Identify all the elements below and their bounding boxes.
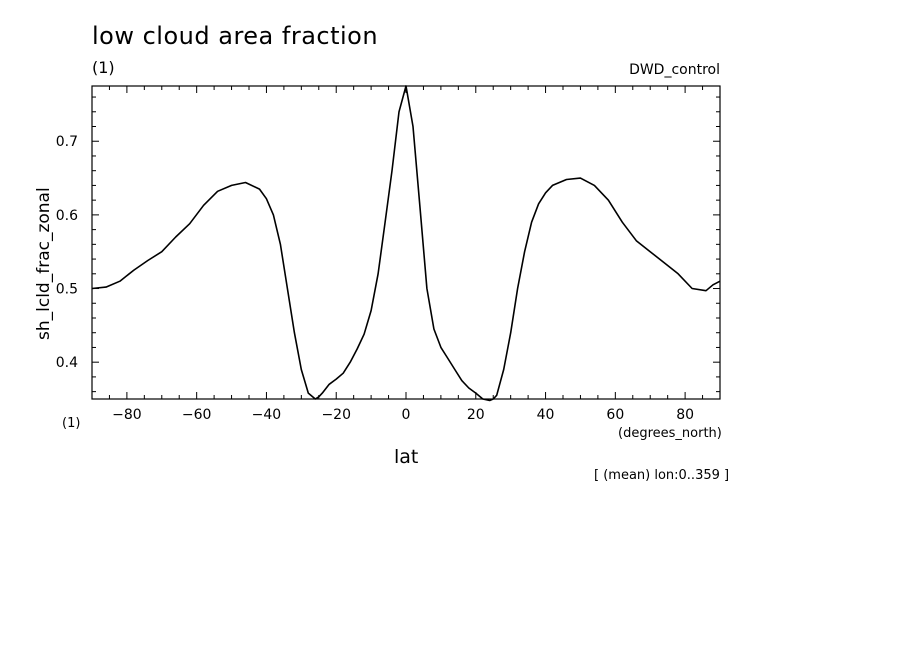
x-axis-label: lat [394, 446, 419, 468]
x-tick-label: 60 [606, 407, 624, 423]
axes [91, 85, 721, 400]
x-axis-units: (degrees_north) [618, 426, 722, 441]
dataset-label: DWD_control [629, 62, 720, 78]
series-line-0 [91, 85, 721, 402]
plot-frame [91, 85, 721, 400]
x-ticks: −80 −60 −40 −20 0 20 40 60 80 [91, 86, 721, 423]
y-tick-label: 0.7 [56, 134, 78, 150]
mean-note: [ (mean) lon:0..359 ] [594, 468, 730, 483]
x-tick-label: 20 [467, 407, 485, 423]
y-tick-label: 0.5 [56, 282, 78, 298]
units-label-top: (1) [92, 58, 115, 77]
y-ticks: 0.4 0.5 0.6 0.7 [56, 96, 720, 393]
series-lines [91, 85, 721, 402]
x-tick-label: 0 [402, 407, 411, 423]
y-tick-label: 0.6 [56, 208, 78, 224]
x-tick-label: −20 [321, 407, 351, 423]
x-tick-label: −80 [112, 407, 142, 423]
y-axis-label: sh_lcld_frac_zonal [34, 187, 54, 340]
units-label-bottom: (1) [62, 416, 81, 431]
x-tick-label: −40 [252, 407, 282, 423]
x-tick-label: −60 [182, 407, 212, 423]
y-tick-label: 0.4 [56, 355, 78, 371]
x-tick-label: 80 [676, 407, 694, 423]
chart-title: low cloud area fraction [92, 22, 379, 50]
x-tick-label: 40 [537, 407, 555, 423]
